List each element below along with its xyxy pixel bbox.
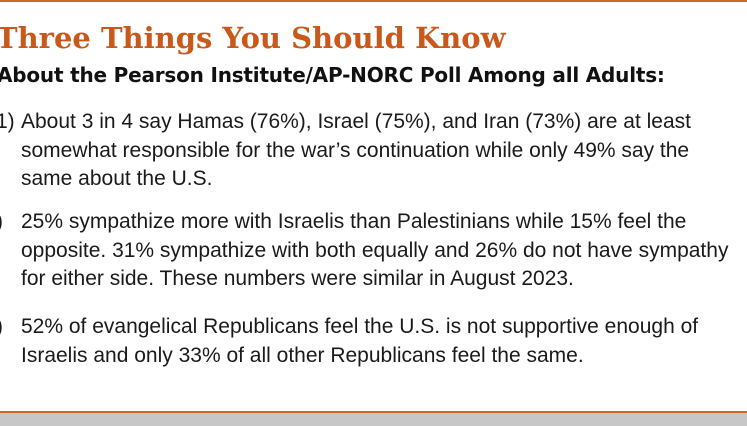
list-item: 1) About 3 in 4 say Hamas (76%), Israel … xyxy=(0,108,747,194)
item-number: 1) xyxy=(0,110,15,133)
footer-band xyxy=(0,413,747,426)
item-text: 25% sympathize more with Israelis than P… xyxy=(21,210,729,290)
page-subtitle: About the Pearson Institute/AP-NORC Poll… xyxy=(0,63,665,87)
list-item: ) 52% of evangelical Republicans feel th… xyxy=(0,313,747,370)
item-number: ) xyxy=(0,313,3,342)
item-number: ) xyxy=(0,208,3,237)
item-text: 52% of evangelical Republicans feel the … xyxy=(21,315,699,367)
top-divider xyxy=(0,0,747,2)
item-text: About 3 in 4 say Hamas (76%), Israel (75… xyxy=(21,110,691,190)
list-item: ) 25% sympathize more with Israelis than… xyxy=(0,208,747,294)
page-title: Three Things You Should Know xyxy=(0,21,506,55)
bottom-divider xyxy=(0,411,747,413)
